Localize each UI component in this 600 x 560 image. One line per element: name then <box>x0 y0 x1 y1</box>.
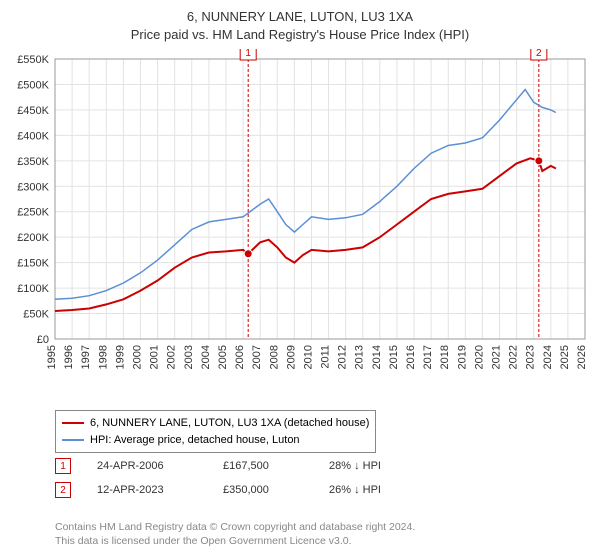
transaction-marker: 1 <box>55 458 71 474</box>
svg-text:£150K: £150K <box>17 258 49 270</box>
chart-container: 6, NUNNERY LANE, LUTON, LU3 1XA Price pa… <box>0 0 600 560</box>
legend-label: 6, NUNNERY LANE, LUTON, LU3 1XA (detache… <box>90 415 369 432</box>
svg-text:2009: 2009 <box>285 345 297 369</box>
svg-text:£50K: £50K <box>23 309 49 321</box>
svg-text:2025: 2025 <box>559 345 571 369</box>
footer-line2: This data is licensed under the Open Gov… <box>55 534 415 548</box>
legend-swatch <box>62 439 84 441</box>
svg-text:2005: 2005 <box>217 345 229 369</box>
chart-title: 6, NUNNERY LANE, LUTON, LU3 1XA Price pa… <box>0 0 600 43</box>
svg-text:£350K: £350K <box>17 156 49 168</box>
svg-text:1995: 1995 <box>46 345 58 369</box>
transaction-row: 1 24-APR-2006 £167,500 28% ↓ HPI <box>55 458 381 474</box>
svg-text:2: 2 <box>536 49 542 59</box>
svg-text:2006: 2006 <box>234 345 246 369</box>
svg-text:2008: 2008 <box>268 345 280 369</box>
svg-text:£200K: £200K <box>17 232 49 244</box>
transaction-price: £167,500 <box>223 460 303 472</box>
legend-swatch <box>62 422 84 424</box>
svg-text:2001: 2001 <box>149 345 161 369</box>
legend-box: 6, NUNNERY LANE, LUTON, LU3 1XA (detache… <box>55 410 376 453</box>
legend-item: 6, NUNNERY LANE, LUTON, LU3 1XA (detache… <box>62 415 369 432</box>
svg-text:£400K: £400K <box>17 130 49 142</box>
title-line1: 6, NUNNERY LANE, LUTON, LU3 1XA <box>0 8 600 26</box>
svg-text:2007: 2007 <box>251 345 263 369</box>
transaction-delta: 28% ↓ HPI <box>329 460 381 472</box>
svg-text:2015: 2015 <box>388 345 400 369</box>
svg-text:£450K: £450K <box>17 105 49 117</box>
svg-text:2016: 2016 <box>405 345 417 369</box>
svg-text:1998: 1998 <box>97 345 109 369</box>
svg-text:2022: 2022 <box>508 345 520 369</box>
svg-text:2018: 2018 <box>439 345 451 369</box>
svg-text:2012: 2012 <box>337 345 349 369</box>
transaction-date: 24-APR-2006 <box>97 460 197 472</box>
svg-text:£250K: £250K <box>17 207 49 219</box>
svg-text:2004: 2004 <box>200 345 212 369</box>
svg-text:£0: £0 <box>37 334 49 346</box>
svg-text:1996: 1996 <box>63 345 75 369</box>
chart-area: £0 £50K £100K £150K £200K £250K £300K £350K £400… <box>0 49 600 379</box>
svg-text:2011: 2011 <box>320 345 332 369</box>
svg-text:1999: 1999 <box>114 345 126 369</box>
svg-text:2002: 2002 <box>166 345 178 369</box>
svg-text:2021: 2021 <box>491 345 503 369</box>
transaction-date: 12-APR-2023 <box>97 484 197 496</box>
svg-text:1: 1 <box>245 49 251 59</box>
svg-text:£500K: £500K <box>17 80 49 92</box>
svg-text:2024: 2024 <box>542 345 554 369</box>
svg-text:2019: 2019 <box>456 345 468 369</box>
transaction-price: £350,000 <box>223 484 303 496</box>
transaction-marker: 2 <box>55 482 71 498</box>
svg-text:1997: 1997 <box>80 345 92 369</box>
svg-text:2013: 2013 <box>354 345 366 369</box>
transaction-delta: 26% ↓ HPI <box>329 484 381 496</box>
svg-text:2023: 2023 <box>525 345 537 369</box>
transaction-row: 2 12-APR-2023 £350,000 26% ↓ HPI <box>55 482 381 498</box>
legend-item: HPI: Average price, detached house, Luto… <box>62 432 369 449</box>
legend-label: HPI: Average price, detached house, Luto… <box>90 432 300 449</box>
svg-text:2000: 2000 <box>131 345 143 369</box>
footer-attribution: Contains HM Land Registry data © Crown c… <box>55 520 415 548</box>
svg-text:£550K: £550K <box>17 54 49 66</box>
title-line2: Price paid vs. HM Land Registry's House … <box>0 26 600 44</box>
footer-line1: Contains HM Land Registry data © Crown c… <box>55 520 415 534</box>
svg-text:2003: 2003 <box>183 345 195 369</box>
svg-text:2010: 2010 <box>302 345 314 369</box>
svg-text:£100K: £100K <box>17 283 49 295</box>
svg-text:2026: 2026 <box>576 345 588 369</box>
line-chart-svg: £0 £50K £100K £150K £200K £250K £300K £350K £400… <box>0 49 600 379</box>
svg-text:2014: 2014 <box>371 345 383 369</box>
svg-text:2020: 2020 <box>473 345 485 369</box>
svg-text:£300K: £300K <box>17 181 49 193</box>
transactions-table: 1 24-APR-2006 £167,500 28% ↓ HPI 2 12-APR-202… <box>55 458 381 506</box>
svg-text:2017: 2017 <box>422 345 434 369</box>
